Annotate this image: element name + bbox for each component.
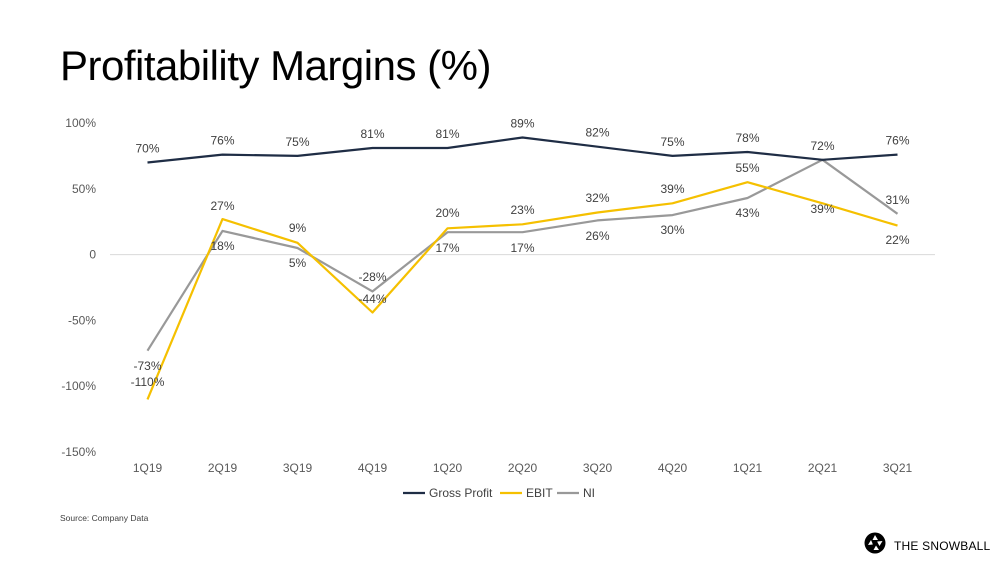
- y-tick-label: 0: [89, 248, 96, 262]
- series-line-gross-profit: [147, 136, 898, 164]
- data-label: 75%: [660, 135, 684, 149]
- x-tick-label: 1Q20: [433, 461, 463, 475]
- source-note: Source: Company Data: [60, 513, 149, 523]
- y-tick-label: 50%: [72, 182, 96, 196]
- data-label-layer: 70% 76% 75% 81% 81% 89% 82% 75% 78% 72% 76% -110% 27…: [131, 116, 910, 389]
- data-label: 82%: [585, 126, 609, 140]
- y-tick-label: -100%: [61, 379, 96, 393]
- data-label: 31%: [885, 193, 909, 207]
- x-tick-label: 4Q19: [358, 461, 388, 475]
- data-label: 81%: [435, 127, 459, 141]
- x-tick-label: 1Q21: [733, 461, 763, 475]
- data-label: 9%: [289, 221, 307, 235]
- data-label: 18%: [210, 239, 234, 253]
- y-tick-label: -150%: [61, 445, 96, 459]
- data-label: 26%: [585, 229, 609, 243]
- x-tick-label: 2Q20: [508, 461, 538, 475]
- x-tick-label: 1Q19: [133, 461, 163, 475]
- legend: Gross Profit EBIT NI: [403, 486, 595, 500]
- data-label: 39%: [810, 202, 834, 216]
- data-label: 5%: [289, 256, 307, 270]
- data-label: 22%: [885, 233, 909, 247]
- series-layer: [146, 136, 899, 400]
- data-label: 17%: [435, 241, 459, 255]
- data-label: -44%: [358, 292, 386, 306]
- data-label: -110%: [131, 375, 165, 389]
- data-label: 81%: [360, 127, 384, 141]
- data-label: 78%: [735, 131, 759, 145]
- legend-label: NI: [583, 486, 595, 500]
- x-tick-label: 3Q20: [583, 461, 613, 475]
- axis-layer: 100% 50% 0 -50% -100% -150% 1Q19 2Q19 3Q19 4Q19 1Q…: [61, 116, 935, 475]
- series-line-ebit: [146, 181, 898, 400]
- data-label: 32%: [585, 191, 609, 205]
- data-label: -73%: [133, 359, 161, 373]
- data-label: 75%: [285, 135, 309, 149]
- x-tick-label: 2Q21: [808, 461, 838, 475]
- data-label: 43%: [735, 206, 759, 220]
- y-tick-label: -50%: [68, 313, 96, 327]
- data-label: 30%: [660, 223, 684, 237]
- legend-label: Gross Profit: [429, 486, 493, 500]
- brand-logo: THE SNOWBALL: [864, 532, 990, 559]
- y-tick-label: 100%: [65, 116, 96, 130]
- data-label: 55%: [735, 161, 759, 175]
- x-tick-label: 3Q19: [283, 461, 313, 475]
- data-label: 39%: [660, 182, 684, 196]
- x-tick-label: 3Q21: [883, 461, 913, 475]
- data-label: 76%: [210, 134, 234, 148]
- x-tick-label: 2Q19: [208, 461, 238, 475]
- data-label: -28%: [358, 270, 386, 284]
- data-label: 70%: [135, 141, 159, 155]
- x-tick-label: 4Q20: [658, 461, 688, 475]
- brand-name: THE SNOWBALL: [894, 538, 991, 553]
- legend-label: EBIT: [526, 486, 553, 500]
- data-label: 27%: [210, 199, 234, 213]
- data-label: 89%: [510, 116, 534, 130]
- data-label: 72%: [810, 139, 834, 153]
- series-line-ni: [146, 158, 899, 352]
- data-label: 76%: [885, 134, 909, 148]
- data-label: 17%: [510, 241, 534, 255]
- snowball-aperture-icon: [864, 532, 886, 559]
- page-title: Profitability Margins (%): [60, 42, 491, 89]
- data-label: 20%: [435, 206, 459, 220]
- data-label: 23%: [510, 203, 534, 217]
